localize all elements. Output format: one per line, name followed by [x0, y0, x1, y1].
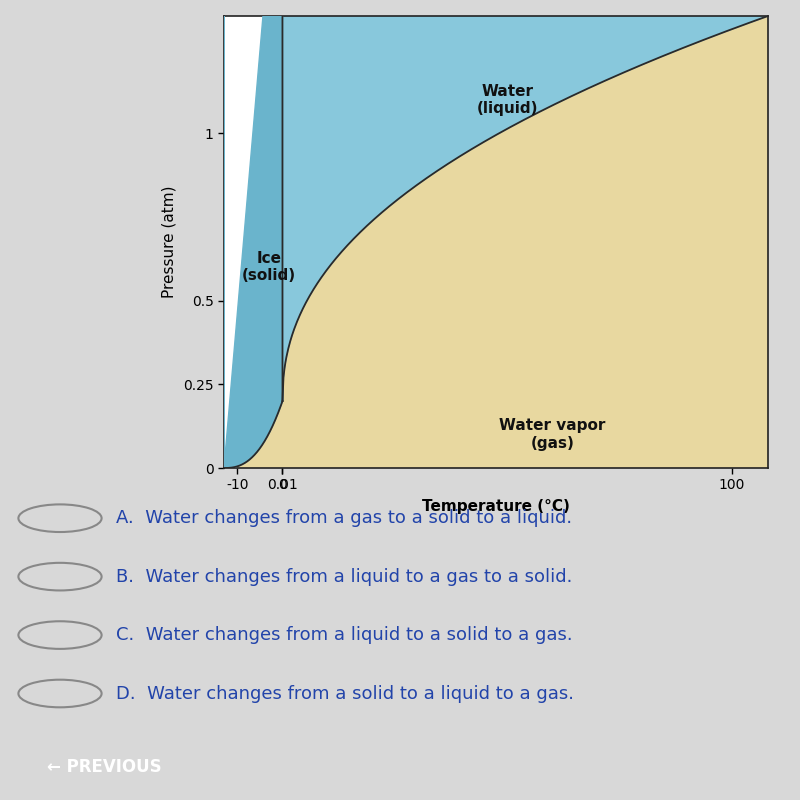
X-axis label: Temperature (°C): Temperature (°C)	[422, 499, 570, 514]
Text: Ice
(solid): Ice (solid)	[242, 251, 296, 283]
Text: A.  Water changes from a gas to a solid to a liquid.: A. Water changes from a gas to a solid t…	[116, 510, 572, 527]
Text: Water vapor
(gas): Water vapor (gas)	[499, 418, 606, 450]
Text: B.  Water changes from a liquid to a gas to a solid.: B. Water changes from a liquid to a gas …	[116, 568, 572, 586]
Polygon shape	[224, 0, 768, 468]
Polygon shape	[224, 0, 282, 468]
Polygon shape	[282, 0, 768, 401]
Text: D.  Water changes from a solid to a liquid to a gas.: D. Water changes from a solid to a liqui…	[116, 685, 574, 702]
Text: Water
(liquid): Water (liquid)	[477, 83, 538, 116]
Text: ← PREVIOUS: ← PREVIOUS	[46, 758, 162, 776]
Y-axis label: Pressure (atm): Pressure (atm)	[161, 186, 176, 298]
Text: C.  Water changes from a liquid to a solid to a gas.: C. Water changes from a liquid to a soli…	[116, 626, 573, 644]
